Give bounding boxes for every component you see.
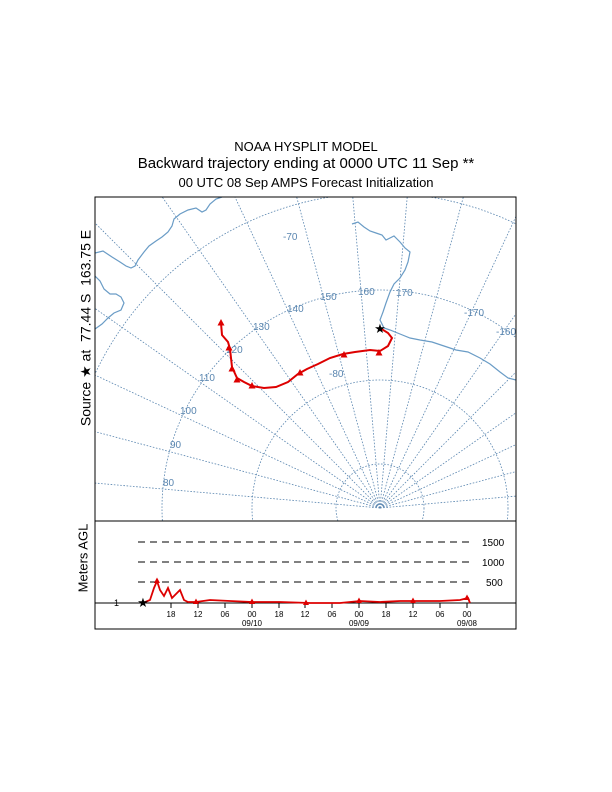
- longitude-meridian: [95, 431, 381, 509]
- height-marker: [410, 597, 416, 603]
- profile-source-star-icon: ★: [137, 595, 149, 610]
- time-tick-label: 06: [436, 610, 445, 619]
- latitude-label: 100: [180, 406, 197, 417]
- coastline-upper: [95, 197, 223, 269]
- time-tick-label: 12: [301, 610, 310, 619]
- longitude-meridian: [379, 313, 516, 509]
- height-marker: [249, 598, 255, 604]
- coastline-left: [95, 275, 125, 330]
- height-marker: [154, 577, 160, 583]
- height-marker: [464, 594, 470, 600]
- trajectory-line: [220, 322, 394, 390]
- trajectory-marker: [225, 344, 233, 351]
- trajectory-path-group: [217, 319, 394, 390]
- longitude-meridian: [234, 197, 381, 509]
- longitude-meridian: [379, 215, 516, 509]
- date-label: 09/09: [349, 619, 370, 628]
- latitude-label: 90: [170, 440, 182, 451]
- longitude-meridian: [95, 374, 381, 509]
- longitude-label: -170: [464, 308, 484, 319]
- time-tick-label: 18: [382, 610, 391, 619]
- time-tick-label: 00: [248, 610, 257, 619]
- coastline-right: [351, 221, 516, 381]
- longitude-meridian: [379, 495, 516, 509]
- longitude-label: 140: [287, 304, 304, 315]
- longitude-label: 150: [320, 292, 337, 303]
- longitude-meridian: [352, 197, 381, 509]
- trajectory-title: Backward trajectory ending at 0000 UTC 1…: [137, 155, 475, 172]
- longitude-label: 160: [358, 287, 375, 298]
- trajectory-marker: [375, 349, 383, 356]
- time-tick-label: 06: [328, 610, 337, 619]
- height-marker: [356, 597, 362, 603]
- longitude-meridian: [95, 307, 381, 509]
- height-marker: [193, 598, 199, 604]
- longitude-label: 110: [199, 373, 215, 384]
- longitude-meridian: [379, 371, 516, 509]
- date-label: 09/10: [242, 619, 263, 628]
- longitude-meridian: [296, 197, 381, 509]
- time-tick-label: 00: [463, 610, 472, 619]
- longitude-meridian: [95, 222, 381, 509]
- map-frame: [94, 196, 517, 522]
- trajectory-marker: [228, 365, 236, 372]
- longitude-label: -70: [283, 232, 298, 243]
- time-tick-label: 12: [409, 610, 418, 619]
- latitude-circle: [335, 463, 425, 521]
- profile-frame: [94, 520, 517, 630]
- longitude-meridian: [95, 482, 381, 509]
- date-label: 09/08: [457, 619, 478, 628]
- latitude-circle: [251, 379, 509, 521]
- time-tick-label: 12: [194, 610, 203, 619]
- time-tick-label: 06: [221, 610, 230, 619]
- latitude-label: -80: [329, 369, 344, 380]
- trajectory-marker: [248, 382, 256, 389]
- longitude-meridian: [379, 471, 516, 509]
- longitude-label: 130: [253, 322, 270, 333]
- trajectory-marker: [296, 369, 304, 376]
- time-tick-label: 18: [275, 610, 284, 619]
- time-tick-label: 00: [355, 610, 364, 619]
- longitude-label: -160: [496, 327, 516, 338]
- level-1500-label: 1500: [482, 538, 505, 549]
- model-title: NOAA HYSPLIT MODEL: [234, 139, 378, 154]
- level-1000-label: 1000: [482, 558, 505, 569]
- longitude-label: 170: [396, 288, 413, 299]
- longitude-meridian: [379, 412, 516, 509]
- trajectory-marker: [233, 376, 241, 383]
- source-star-marker: ★: [374, 321, 386, 336]
- longitude-meridian: [379, 444, 516, 509]
- height-marker: [303, 599, 309, 605]
- profile-panel: 1500 1000 500 1 18 12 06 00 18 12 06 00 18 12 06 00…: [94, 520, 517, 630]
- longitude-meridian: [379, 197, 408, 509]
- start-height-label: 1: [114, 598, 119, 608]
- height-trace-line: [142, 578, 471, 604]
- time-tick-label: 18: [167, 610, 176, 619]
- longitude-label: 120: [226, 345, 243, 356]
- level-500-label: 500: [486, 578, 503, 589]
- trajectory-marker: [217, 319, 225, 326]
- longitude-meridian: [379, 197, 464, 509]
- longitude-meridian: [161, 197, 381, 509]
- initialization-title: 00 UTC 08 Sep AMPS Forecast Initializati…: [178, 175, 434, 190]
- trajectory-marker: [340, 351, 348, 358]
- latitude-label: 80: [163, 478, 175, 489]
